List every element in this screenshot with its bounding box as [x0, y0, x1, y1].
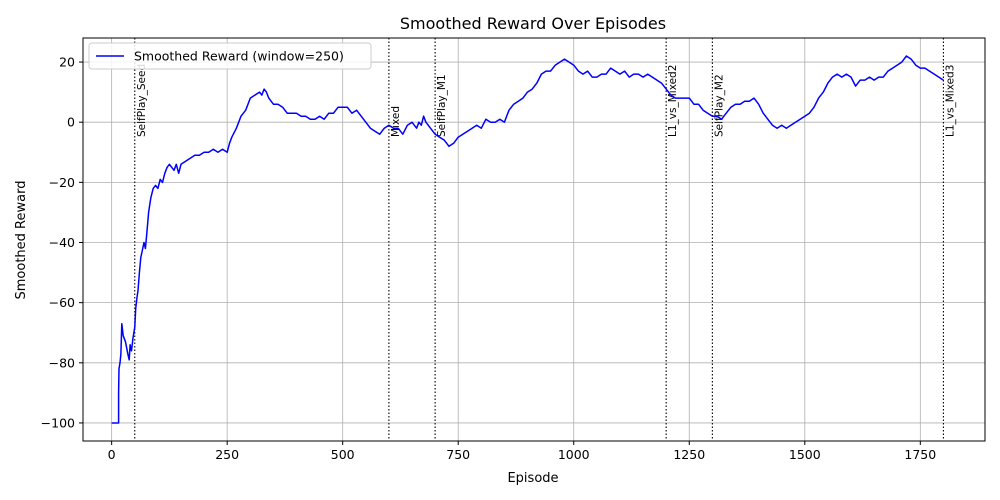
- x-tick-label: 1500: [789, 447, 821, 462]
- x-tick-label: 1250: [673, 447, 705, 462]
- grid: [83, 38, 985, 441]
- chart-title: Smoothed Reward Over Episodes: [400, 14, 666, 33]
- y-axis-ticks: −100 −80 −60 −40 −20 0 20: [41, 55, 83, 430]
- x-tick-label: 0: [108, 447, 116, 462]
- y-tick-label: −100: [41, 415, 75, 430]
- y-tick-label: −80: [49, 355, 75, 370]
- y-tick-label: −40: [49, 235, 75, 250]
- y-tick-label: −60: [49, 295, 75, 310]
- phase-marker-label: L1_vs_Mixed3: [944, 65, 956, 137]
- phase-marker-label: Mixed: [390, 106, 402, 137]
- x-tick-label: 750: [446, 447, 470, 462]
- phase-marker-label: SelfPlay_M2: [713, 74, 725, 137]
- phase-marker-label: SelfPlay_M1: [436, 74, 448, 137]
- y-axis-label: Smoothed Reward: [14, 181, 29, 300]
- y-tick-label: 0: [67, 115, 75, 130]
- phase-marker-label: L1_vs_Mixed2: [667, 65, 679, 137]
- series-layer: [111, 55, 944, 424]
- x-axis-ticks: 0 250 500 750 1000 1250 1500 1750: [108, 441, 936, 462]
- reward-series-line: [111, 55, 944, 424]
- phase-marker-label: SelfPlay_Seed: [136, 64, 148, 137]
- x-tick-label: 250: [215, 447, 239, 462]
- legend-box: [88, 42, 372, 70]
- x-axis-label: Episode: [507, 471, 558, 486]
- y-tick-label: −20: [49, 175, 75, 190]
- x-tick-label: 500: [331, 447, 355, 462]
- y-tick-label: 20: [59, 55, 75, 70]
- legend-label: Smoothed Reward (window=250): [134, 49, 344, 64]
- x-tick-label: 1750: [904, 447, 936, 462]
- plot-frame: [82, 37, 986, 442]
- x-tick-label: 1000: [558, 447, 590, 462]
- legend: Smoothed Reward (window=250): [88, 42, 372, 70]
- phase-markers: SelfPlay_Seed Mixed SelfPlay_M1 L1_vs_Mixed…: [134, 38, 956, 441]
